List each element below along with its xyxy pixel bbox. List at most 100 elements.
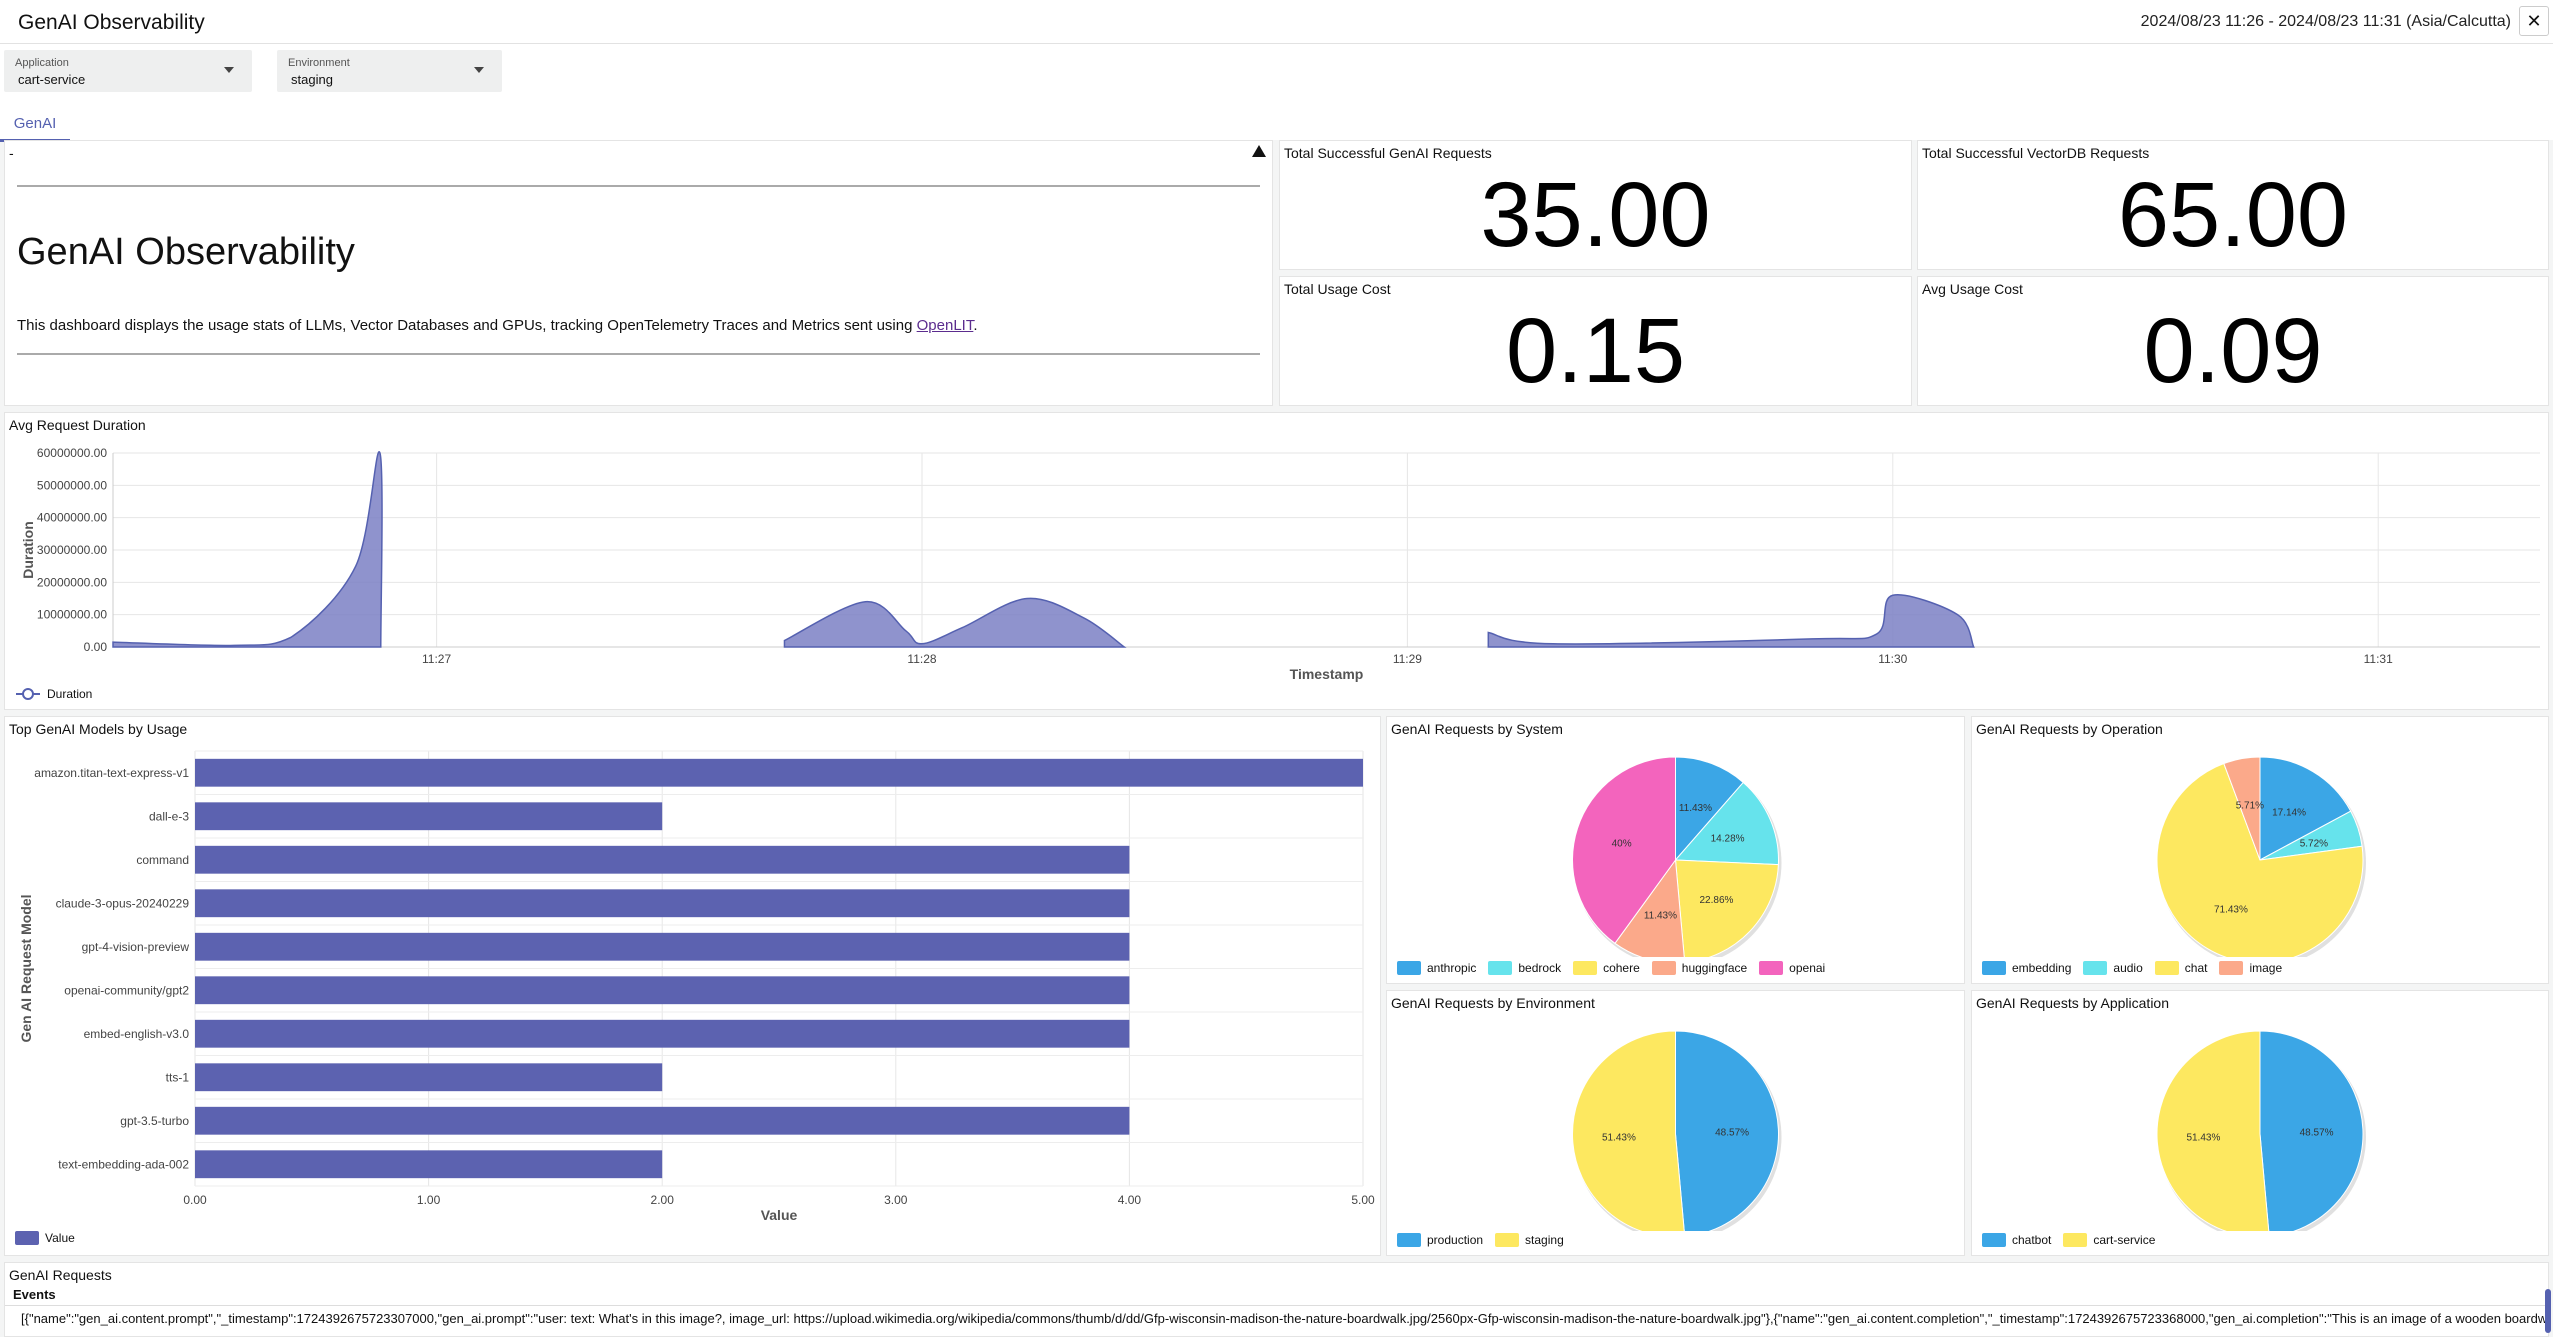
events-panel: GenAI Requests Events [{"name":"gen_ai.c… — [4, 1262, 2549, 1337]
stat-title: Total Successful GenAI Requests — [1284, 145, 1492, 161]
openlit-link[interactable]: OpenLIT — [916, 317, 974, 334]
pie-panel-environment: GenAI Requests by Environment 48.57% 51.4… — [1386, 990, 1965, 1256]
pie-chart-application: 48.57% 51.43% — [2156, 1030, 2366, 1231]
legend-item[interactable]: chatbot — [1982, 1233, 2051, 1247]
warning-icon[interactable] — [1252, 145, 1266, 157]
legend-label: Duration — [47, 687, 93, 701]
environment-value: staging — [291, 72, 333, 87]
legend-label: bedrock — [1518, 961, 1562, 975]
legend-label: openai — [1789, 961, 1826, 975]
y-tick-label: embed-english-v3.0 — [84, 1027, 190, 1041]
y-tick-label: text-embedding-ada-002 — [58, 1157, 189, 1171]
time-range[interactable]: 2024/08/23 11:26 - 2024/08/23 11:31 (Asi… — [2140, 13, 2511, 30]
chevron-down-icon — [224, 67, 234, 73]
application-select[interactable]: Application cart-service — [4, 50, 252, 92]
duration-chart: 0.00 10000000.00 20000000.00 30000000.00 400… — [20, 446, 2540, 682]
y-tick-label: 50000000.00 — [37, 478, 107, 492]
panel-menu-dash: - — [9, 145, 14, 161]
legend-item[interactable]: audio — [2083, 961, 2143, 975]
markdown-heading: GenAI Observability — [17, 231, 355, 273]
stat-panel-vectordb-requests: Total Successful VectorDB Requests 65.00 — [1917, 140, 2549, 270]
duration-area — [112, 451, 383, 648]
slice-label: 14.28% — [1711, 834, 1745, 845]
legend-label: production — [1427, 1233, 1484, 1247]
pie-slice — [1674, 859, 1779, 957]
pie-chart-system: 11.43% 14.28% 22.86% 11.43% 40% — [1572, 756, 1782, 957]
legend-item[interactable]: bedrock — [1488, 961, 1561, 975]
legend-swatch — [1651, 961, 1676, 975]
bar — [195, 802, 663, 831]
close-button[interactable]: ✕ — [2519, 6, 2549, 36]
table-row[interactable]: [{"name":"gen_ai.content.prompt","_times… — [21, 1311, 2549, 1326]
panel-title: GenAI Requests by System — [1391, 721, 1563, 737]
legend-label: chat — [2184, 961, 2208, 975]
legend-item[interactable]: chat — [2154, 961, 2208, 975]
x-tick-label: 11:27 — [422, 652, 451, 666]
slice-label: 40% — [1612, 838, 1632, 849]
pie-slice — [2156, 762, 2364, 957]
bar — [195, 932, 1130, 961]
legend-item[interactable]: cohere — [1573, 961, 1640, 975]
y-tick-label: dall-e-3 — [149, 809, 189, 823]
legend-item[interactable]: cart-service — [2063, 1233, 2155, 1247]
legend-label: cohere — [1603, 961, 1640, 975]
legend-item[interactable]: huggingface — [1651, 961, 1747, 975]
legend-item[interactable]: image — [2219, 961, 2282, 975]
pie-slice — [1674, 781, 1779, 866]
events-column-header[interactable]: Events — [13, 1287, 56, 1302]
pie-legend-operation[interactable]: embedding audio chat image — [1982, 961, 2294, 975]
legend-item[interactable]: production — [1397, 1233, 1483, 1247]
pie-panel-operation: GenAI Requests by Operation 17.14% 5.72% 7… — [1971, 716, 2549, 984]
pie-legend-environment[interactable]: production staging — [1397, 1233, 1576, 1247]
environment-select[interactable]: Environment staging — [277, 50, 502, 92]
stat-panel-usage-cost: Total Usage Cost 0.15 — [1279, 276, 1912, 406]
bar — [195, 1106, 1130, 1135]
slice-label: 5.71% — [2236, 800, 2264, 811]
pie-slice — [1675, 1030, 1779, 1231]
filter-bar: Application cart-service Environment sta… — [0, 44, 2553, 142]
stat-panel-genai-requests: Total Successful GenAI Requests 35.00 — [1279, 140, 1912, 270]
pie-slice — [2223, 756, 2261, 861]
y-tick-label: 0.00 — [84, 640, 108, 654]
pie-slice — [1572, 1030, 1685, 1231]
y-tick-label: 10000000.00 — [37, 608, 107, 622]
x-tick-label: 0.00 — [183, 1193, 207, 1207]
bar — [195, 1150, 663, 1179]
pie-slice — [1572, 756, 1676, 945]
application-value: cart-service — [18, 72, 86, 87]
panel-title: GenAI Requests — [9, 1267, 112, 1283]
x-tick-label: 5.00 — [1351, 1193, 1375, 1207]
markdown-panel: - GenAI Observability This dashboard dis… — [4, 140, 1273, 406]
stat-value: 0.09 — [2143, 300, 2323, 402]
tab-genai[interactable]: GenAI — [0, 108, 70, 142]
slice-label: 48.57% — [2300, 1127, 2334, 1138]
duration-legend[interactable]: Duration — [15, 687, 92, 701]
pie-legend-system[interactable]: anthropic bedrock cohere huggingface openai — [1397, 961, 1837, 975]
stat-value: 35.00 — [1480, 164, 1711, 266]
panel-title: GenAI Requests by Environment — [1391, 995, 1595, 1011]
legend-swatch — [2083, 961, 2108, 975]
x-tick-label: 4.00 — [1118, 1193, 1142, 1207]
slice-label: 22.86% — [1699, 895, 1733, 906]
legend-swatch — [1397, 1233, 1421, 1247]
scrollbar-thumb[interactable] — [2545, 1289, 2551, 1333]
y-tick-label: claude-3-opus-20240229 — [56, 896, 190, 910]
models-legend[interactable]: Value — [15, 1231, 75, 1245]
application-label: Application — [15, 57, 69, 69]
legend-swatch — [1982, 1233, 2006, 1247]
legend-label: cart-service — [2093, 1233, 2156, 1247]
legend-label: chatbot — [2012, 1233, 2052, 1247]
pie-slice — [2259, 1030, 2364, 1231]
bar — [195, 889, 1130, 918]
legend-item[interactable]: anthropic — [1397, 961, 1476, 975]
pie-legend-application[interactable]: chatbot cart-service — [1982, 1233, 2167, 1247]
legend-label: staging — [1525, 1233, 1564, 1247]
x-tick-label: 1.00 — [417, 1193, 441, 1207]
legend-item[interactable]: staging — [1495, 1233, 1564, 1247]
models-bar-chart: 0.00 1.00 2.00 3.00 4.00 5.00 amazon.titan-tex… — [18, 750, 1375, 1223]
legend-item[interactable]: openai — [1759, 961, 1825, 975]
bar — [195, 976, 1130, 1005]
divider — [17, 353, 1260, 355]
legend-item[interactable]: embedding — [1982, 961, 2071, 975]
markdown-paragraph: This dashboard displays the usage stats … — [17, 317, 978, 334]
